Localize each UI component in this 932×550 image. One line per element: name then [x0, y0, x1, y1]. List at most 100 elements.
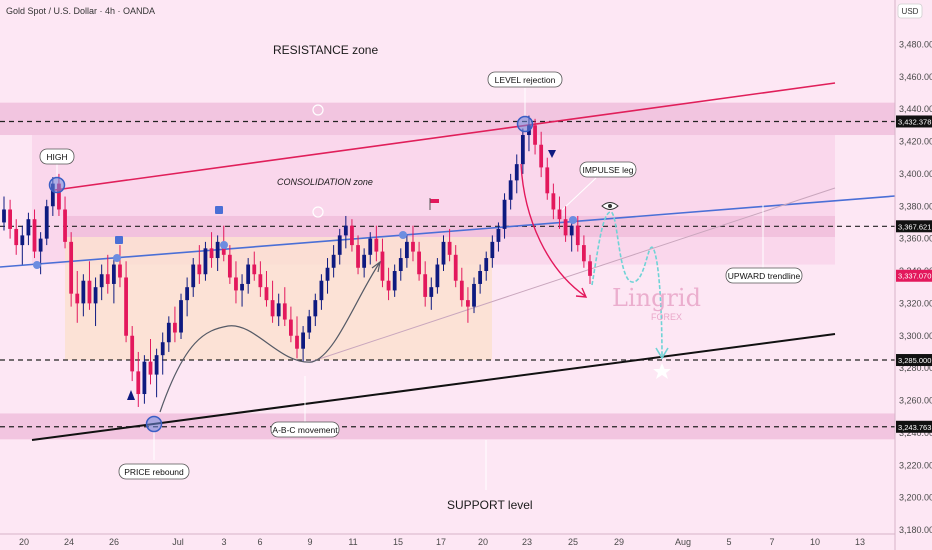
- candle-21: [124, 261, 128, 343]
- candle-body: [197, 264, 202, 275]
- candle-body: [270, 300, 275, 317]
- time-tick-label: 23: [522, 537, 532, 547]
- candle-54: [325, 258, 330, 294]
- candle-body: [398, 258, 403, 271]
- candle-22: [130, 326, 135, 382]
- candle-body: [459, 280, 464, 301]
- candle-73: [441, 235, 446, 271]
- price-level-tag-2-bg: [896, 220, 932, 233]
- flag-icon: [430, 199, 439, 203]
- candle-72: [435, 258, 440, 294]
- candle-body: [331, 254, 336, 268]
- price-level-tag-3-text: 3,285.000: [898, 356, 931, 365]
- triangle-marker-icon: [548, 150, 556, 158]
- time-tick-label: 11: [348, 537, 357, 547]
- projection-path: [591, 211, 663, 357]
- time-tick-label: 25: [568, 537, 578, 547]
- chart-title: Gold Spot / U.S. Dollar · 4h · OANDA: [6, 6, 155, 16]
- candle-8: [44, 199, 49, 246]
- candle-body: [490, 241, 495, 259]
- candle-40: [240, 274, 244, 307]
- candle-body: [69, 241, 74, 294]
- candle-74: [447, 228, 452, 262]
- candle-88: [533, 118, 537, 155]
- trendline-touch-1: [33, 261, 41, 269]
- candle-body: [166, 322, 171, 343]
- candle-24: [142, 355, 147, 404]
- candle-26: [154, 348, 159, 398]
- candle-body: [289, 319, 293, 336]
- candle-body: [514, 164, 519, 181]
- consolidation-zone-label: CONSOLIDATION zone: [277, 177, 373, 187]
- candle-34: [203, 241, 208, 281]
- info-marker-1: [115, 236, 123, 244]
- candle-body: [99, 274, 104, 288]
- candle-70: [423, 261, 428, 307]
- candle-19: [111, 258, 116, 304]
- candle-61: [368, 232, 373, 265]
- rebound-pivot: [145, 415, 163, 433]
- price-rebound-callout: [118, 463, 190, 480]
- candle-body: [105, 274, 110, 284]
- price-axis[interactable]: USD 3,180.000 3,200.000 3,220.000 3,240.000…: [894, 0, 932, 550]
- eye-pupil: [608, 204, 612, 208]
- candle-49: [295, 316, 299, 359]
- labels-layer: Gold Spot / U.S. Dollar · 4h · OANDA RES…: [6, 6, 803, 512]
- candle-92: [557, 196, 562, 229]
- time-axis[interactable]: 20 24 26 Jul 3 6 9 11 15 17 20 23 25 29 Aug 5 7 10 13: [0, 533, 895, 547]
- candle-3: [14, 219, 19, 255]
- candle-50: [301, 326, 305, 362]
- candle-94: [569, 219, 574, 252]
- trendline-touch-2: [113, 254, 121, 262]
- candle-body: [545, 167, 550, 194]
- time-tick-label: Jul: [172, 537, 184, 547]
- candle-body: [350, 225, 354, 246]
- candle-58: [350, 219, 354, 252]
- candle-body: [38, 238, 43, 252]
- candle-body: [246, 264, 251, 284]
- candle-11: [63, 196, 67, 249]
- candle-body: [215, 241, 220, 259]
- candle-body: [179, 300, 183, 333]
- price-level-tag-2: 3,367.621: [896, 220, 932, 233]
- candle-17: [99, 264, 104, 301]
- candle-body: [429, 287, 434, 297]
- price-tick-label: 3,200.000: [899, 493, 932, 503]
- candle-body: [466, 300, 470, 307]
- time-tick-label: 3: [221, 537, 226, 547]
- candle-32: [191, 258, 196, 297]
- price-tick-label: 3,180.000: [899, 525, 932, 535]
- price-tick-label: 3,300.000: [899, 331, 932, 341]
- time-tick-label: 15: [393, 537, 403, 547]
- candle-body: [423, 274, 428, 297]
- candle-45: [270, 280, 275, 323]
- candle-body: [307, 316, 312, 333]
- impulse-curve: [520, 163, 586, 297]
- impulse-leg-callout: [579, 161, 637, 178]
- candle-81: [490, 235, 495, 268]
- candle-82: [496, 222, 501, 252]
- price-tick-label: 3,220.000: [899, 460, 932, 470]
- projection-arrowhead: [655, 347, 669, 360]
- candle-body: [203, 248, 208, 275]
- trendline-touch-3: [220, 241, 228, 249]
- candle-2: [8, 199, 12, 239]
- candle-14: [81, 274, 86, 317]
- abc-curve: [159, 261, 381, 413]
- candle-body: [472, 283, 476, 307]
- candle-93: [563, 206, 568, 242]
- high-callout: [39, 148, 75, 165]
- candle-body: [435, 264, 440, 288]
- candle-28: [166, 316, 171, 352]
- candle-body: [57, 183, 61, 210]
- candle-7: [38, 232, 43, 275]
- candle-body: [44, 206, 49, 239]
- candle-body: [447, 241, 452, 255]
- candle-body: [478, 271, 483, 284]
- current-price-tag: 3,337.070: [896, 269, 932, 282]
- candle-13: [75, 271, 80, 323]
- candle-56: [337, 228, 342, 265]
- trendline-touch-5: [569, 216, 577, 224]
- high-pivot: [48, 176, 66, 194]
